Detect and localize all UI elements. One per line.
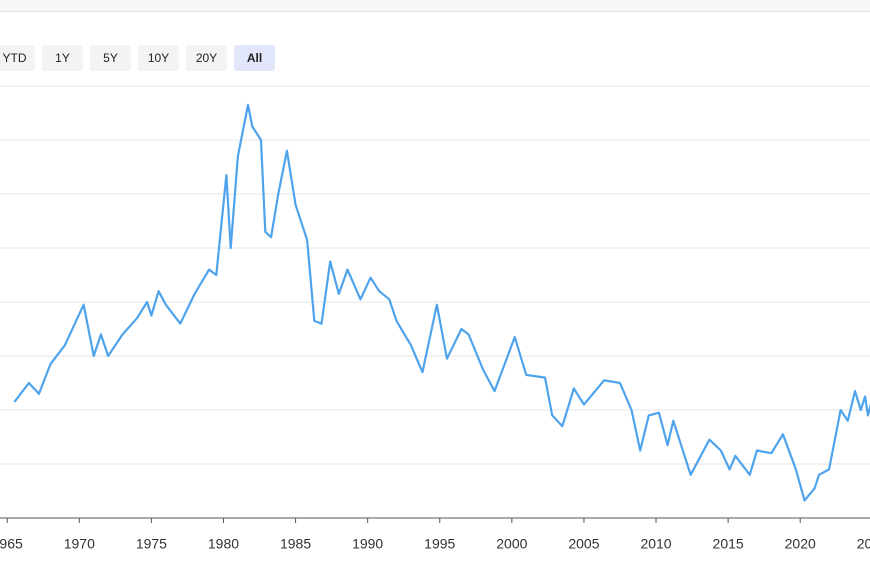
x-tick-label: 1985 — [280, 536, 311, 552]
x-tick-label: 2025 — [857, 536, 870, 552]
range-button[interactable]: 5Y — [90, 45, 131, 71]
x-tick-label: 2005 — [568, 536, 599, 552]
x-tick-label: 2010 — [640, 536, 671, 552]
range-button[interactable]: 1Y — [42, 45, 83, 71]
x-tick-label: 2015 — [713, 536, 744, 552]
range-button[interactable]: All — [234, 45, 275, 71]
x-tick-label: 1995 — [424, 536, 455, 552]
x-tick-label: 1990 — [352, 536, 383, 552]
x-tick-label: 1975 — [136, 536, 167, 552]
top-bar — [0, 0, 870, 12]
x-tick-label: 1970 — [64, 536, 95, 552]
x-tick-label: 2000 — [496, 536, 527, 552]
x-tick-label: 1980 — [208, 536, 239, 552]
range-button[interactable]: 20Y — [186, 45, 227, 71]
x-tick-label: 2020 — [785, 536, 816, 552]
range-button[interactable]: YTD — [0, 45, 35, 71]
x-tick-label: 1965 — [0, 536, 23, 552]
range-button[interactable]: 10Y — [138, 45, 179, 71]
data-line — [13, 103, 870, 502]
